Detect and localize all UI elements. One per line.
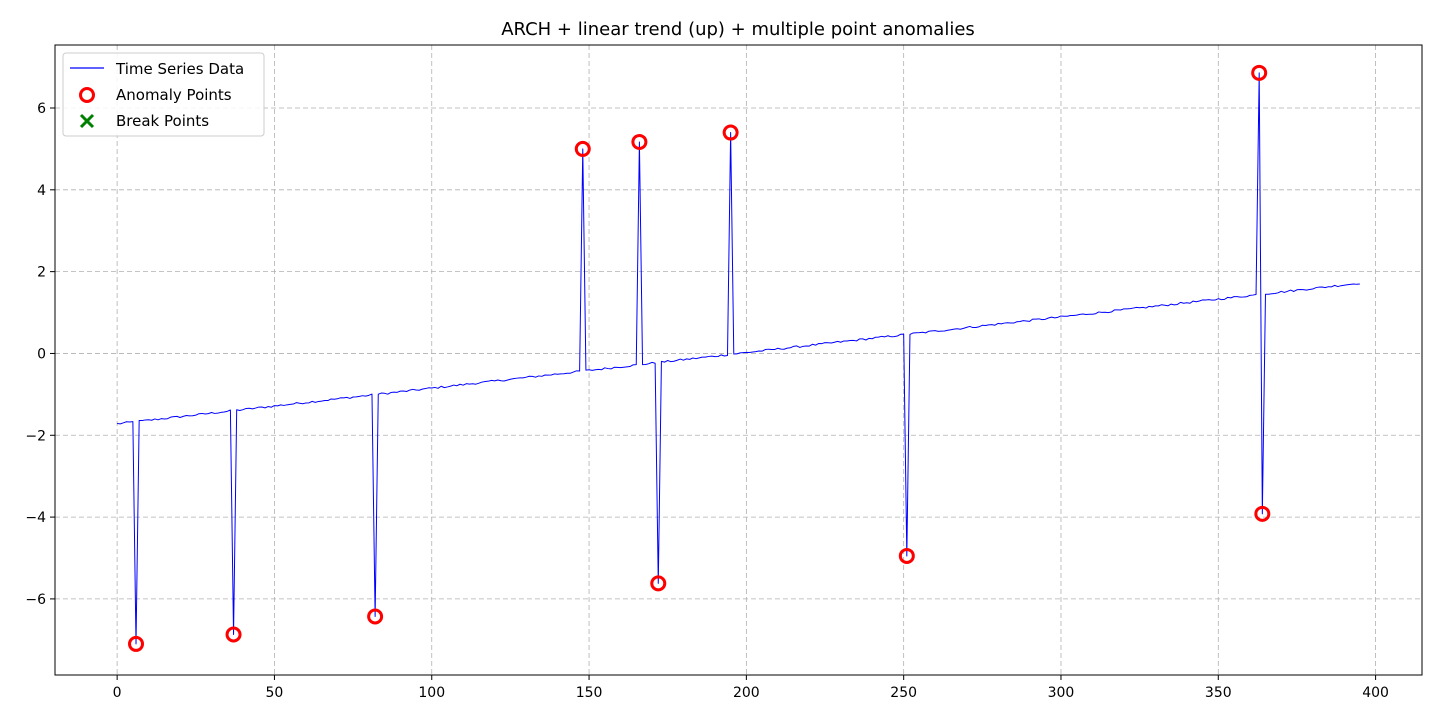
anomaly-point — [631, 133, 648, 150]
x-tick-label: 350 — [1205, 685, 1232, 701]
anomaly-point — [367, 608, 384, 625]
x-tick-label: 100 — [418, 685, 445, 701]
anomaly-point — [128, 635, 145, 652]
x-axis: 0 50 100 150 200 250 300 350 400 — [113, 675, 1389, 701]
anomaly-point — [722, 124, 739, 141]
chart-title: ARCH + linear trend (up) + multiple poin… — [501, 19, 975, 40]
y-tick-label: −2 — [25, 428, 46, 444]
x-tick-label: 200 — [733, 685, 760, 701]
anomaly-point — [574, 140, 591, 157]
legend-label-anomaly: Anomaly Points — [116, 86, 232, 104]
y-tick-label: 2 — [37, 265, 46, 281]
y-tick-label: −4 — [25, 510, 46, 526]
anomaly-point — [1251, 64, 1268, 81]
anomaly-point — [225, 626, 242, 643]
x-tick-label: 0 — [113, 685, 122, 701]
legend: Time Series Data Anomaly Points Break Po… — [62, 52, 265, 137]
x-tick-label: 300 — [1048, 685, 1075, 701]
anomaly-point — [650, 575, 667, 592]
y-tick-label: −6 — [25, 592, 46, 608]
legend-label-break: Break Points — [116, 112, 209, 130]
series-line — [117, 72, 1360, 645]
y-tick-label: 6 — [37, 101, 46, 117]
y-axis: −6 −4 −2 0 2 4 6 — [25, 101, 55, 608]
anomaly-point — [898, 547, 915, 564]
x-tick-label: 250 — [890, 685, 917, 701]
legend-break-marker — [79, 113, 95, 129]
series-layer — [117, 72, 1360, 645]
legend-label-series: Time Series Data — [115, 60, 244, 78]
x-tick-label: 50 — [266, 685, 284, 701]
plot-frame — [54, 44, 1423, 676]
anomaly-point — [1254, 505, 1271, 522]
grid — [55, 45, 1422, 675]
y-tick-label: 4 — [37, 183, 46, 199]
x-tick-label: 150 — [576, 685, 603, 701]
anomaly-layer — [128, 64, 1271, 652]
y-tick-label: 0 — [37, 346, 46, 362]
legend-frame — [62, 52, 265, 137]
x-tick-label: 400 — [1362, 685, 1389, 701]
legend-anomaly-marker — [79, 87, 95, 103]
